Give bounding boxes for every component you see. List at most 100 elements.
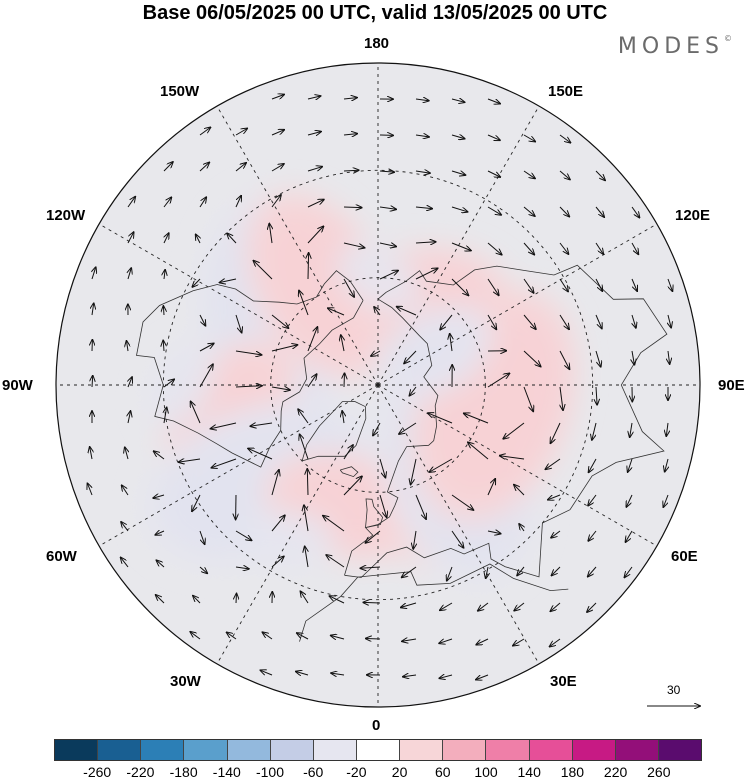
wind-vector	[193, 596, 201, 604]
wind-vector	[343, 170, 359, 171]
wind-vector	[379, 207, 396, 209]
wind-vector	[199, 163, 209, 172]
wind-vector	[523, 314, 536, 329]
wind-vector	[551, 422, 561, 443]
lon-label-120e: 120E	[675, 207, 711, 224]
wind-vector	[211, 422, 237, 429]
wind-vector	[550, 638, 561, 647]
wind-vector	[92, 376, 93, 388]
wind-vector	[343, 207, 362, 208]
colorbar-cell	[270, 740, 314, 760]
colorbar-tick-label: 20	[391, 764, 408, 780]
wind-vector	[373, 422, 381, 435]
wind-vector	[191, 402, 201, 424]
wind-vector	[559, 242, 568, 254]
wind-vector	[125, 447, 128, 460]
wind-vector	[402, 639, 417, 641]
wind-vector	[379, 171, 394, 172]
meridian-line	[377, 384, 540, 665]
wind-vector	[411, 458, 417, 484]
wind-vector	[588, 530, 597, 541]
colorbar-cell	[98, 740, 142, 760]
wind-vector	[343, 476, 362, 496]
wind-vector	[271, 470, 279, 496]
wind-vector	[560, 386, 563, 410]
wind-vector	[307, 327, 317, 352]
wind-vector	[415, 494, 426, 519]
coastline	[344, 264, 668, 578]
wind-vector	[121, 558, 129, 568]
wind-vector	[631, 206, 639, 218]
wind-vector	[190, 632, 201, 640]
wind-vector	[227, 632, 237, 640]
wind-vector	[235, 129, 247, 136]
wind-vector	[559, 170, 570, 179]
lon-label-90w: 90W	[2, 377, 33, 394]
lon-label-60w: 60W	[46, 548, 77, 565]
colorbar-tick-label: -100	[255, 764, 285, 780]
wind-vector	[122, 485, 129, 496]
wind-vector	[523, 350, 541, 367]
wind-vector	[523, 386, 533, 411]
wind-vector	[625, 566, 633, 577]
wind-vector	[236, 594, 237, 604]
wind-vector	[199, 344, 214, 352]
wind-vector	[402, 566, 417, 577]
wind-vector	[163, 162, 173, 172]
wind-vector	[163, 379, 174, 388]
wind-vector	[551, 530, 561, 538]
wind-vector	[517, 566, 525, 575]
wind-vector	[415, 242, 436, 243]
wind-vector	[235, 196, 241, 208]
brand-name: MODES	[617, 34, 724, 59]
wind-vector	[665, 458, 668, 472]
wind-vector	[199, 128, 210, 136]
wind-vector	[451, 171, 465, 175]
colorbar-tick-label: 100	[474, 764, 498, 780]
wind-vector	[451, 278, 468, 295]
wind-vector	[298, 409, 309, 424]
wind-vector	[227, 233, 237, 244]
wind-vector	[546, 458, 561, 469]
wind-vector	[595, 314, 602, 328]
wind-vector	[487, 479, 495, 496]
wind-vector	[428, 413, 453, 424]
wind-vector	[271, 515, 285, 532]
wind-vector	[559, 350, 569, 369]
wind-vector	[326, 555, 345, 568]
wind-vector	[464, 413, 489, 424]
wind-vector	[559, 134, 570, 143]
wind-vector	[235, 350, 262, 355]
wind-vector	[476, 674, 489, 680]
coastline	[339, 466, 359, 478]
wind-vector	[451, 135, 465, 139]
colorbar-cell	[529, 740, 573, 760]
wind-vector	[235, 314, 242, 333]
wind-vector	[595, 170, 605, 180]
wind-vector	[523, 242, 534, 255]
wind-vector	[551, 602, 561, 611]
wind-vector	[271, 387, 290, 390]
wind-vector	[92, 303, 94, 316]
wind-vector	[153, 495, 165, 498]
wind-vector	[451, 99, 464, 102]
wind-vector	[156, 595, 165, 604]
wind-vector	[328, 308, 345, 316]
wind-vector	[250, 423, 273, 426]
wind-vectors	[88, 95, 673, 680]
colorbar-cell	[486, 740, 530, 760]
wind-vector	[235, 386, 262, 387]
wind-vector	[379, 271, 398, 280]
map-title: Base 06/05/2025 00 UTC, valid 13/05/2025…	[142, 2, 608, 24]
wind-vector	[271, 164, 284, 172]
wind-vector	[254, 261, 273, 280]
meridian-line	[98, 223, 379, 386]
wind-vector	[595, 206, 604, 217]
wind-vector	[331, 636, 345, 640]
wind-vector	[663, 494, 669, 507]
wind-vector	[179, 459, 201, 462]
wind-vector	[271, 314, 288, 328]
wind-vector	[514, 485, 525, 496]
wind-vector	[548, 494, 561, 500]
wind-vector	[487, 242, 502, 255]
